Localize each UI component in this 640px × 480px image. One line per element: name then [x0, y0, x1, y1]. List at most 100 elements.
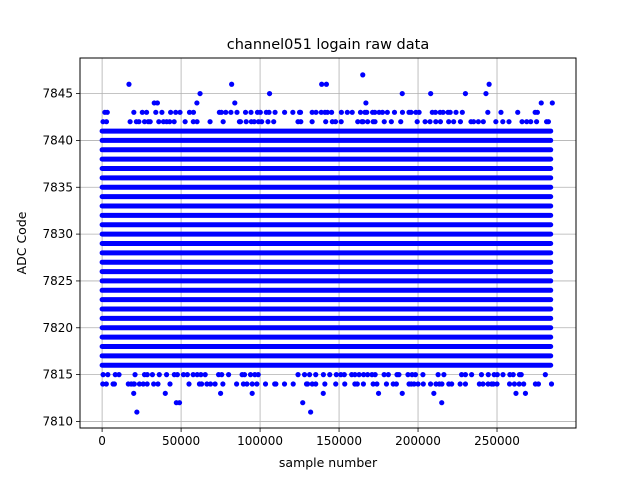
data-point: [131, 390, 137, 396]
data-point: [306, 372, 313, 378]
data-point: [453, 109, 459, 115]
data-point: [414, 119, 420, 125]
y-tick-label: 7830: [42, 227, 73, 241]
data-point: [528, 119, 534, 125]
data-point: [510, 372, 516, 378]
data-point: [149, 372, 156, 378]
data-point: [420, 372, 426, 378]
data-point: [490, 381, 496, 387]
data-point: [290, 109, 296, 115]
data-point: [533, 119, 540, 125]
data-point: [139, 109, 145, 115]
data-point: [186, 109, 193, 115]
data-point: [483, 90, 489, 97]
data-point: [273, 381, 279, 387]
y-tick-label: 7840: [42, 133, 73, 147]
data-point: [338, 109, 344, 115]
data-point: [225, 372, 232, 378]
data-point: [198, 372, 204, 378]
x-tick-label: 200000: [395, 434, 441, 448]
data-point: [249, 390, 255, 396]
data-point: [388, 119, 394, 125]
data-point: [136, 381, 143, 387]
data-point: [127, 119, 133, 125]
data-point: [363, 100, 369, 106]
data-point: [132, 372, 138, 378]
data-point: [451, 119, 457, 125]
data-point: [458, 372, 465, 378]
data-point: [156, 372, 162, 378]
data-point: [524, 119, 530, 125]
data-point: [177, 109, 183, 115]
data-point: [126, 81, 132, 87]
data-point: [155, 381, 161, 387]
data-point: [266, 90, 273, 97]
data-point: [437, 119, 444, 125]
data-point: [420, 381, 426, 387]
data-point: [141, 119, 148, 125]
data-point: [518, 372, 524, 378]
data-point: [290, 381, 296, 387]
data-point: [385, 372, 391, 378]
data-point: [218, 109, 225, 115]
data-point: [522, 390, 529, 396]
data-point: [104, 109, 110, 115]
data-point: [398, 119, 404, 125]
data-point: [549, 100, 555, 106]
data-point: [446, 119, 452, 125]
data-point: [167, 119, 173, 125]
data-point: [370, 381, 376, 387]
data-point: [513, 390, 519, 396]
data-point: [131, 381, 137, 387]
data-point: [300, 400, 306, 406]
data-point: [383, 381, 390, 387]
data-point: [342, 381, 348, 387]
data-point: [428, 90, 434, 97]
data-point: [519, 119, 525, 125]
data-point: [232, 100, 238, 106]
data-point: [116, 372, 122, 378]
data-point: [136, 119, 142, 125]
data-point: [399, 90, 405, 97]
data-point: [173, 400, 179, 406]
data-point: [220, 119, 226, 125]
data-point: [372, 109, 378, 115]
data-point: [313, 381, 319, 387]
data-point: [234, 109, 240, 115]
data-point: [486, 81, 492, 87]
data-points: [99, 72, 555, 415]
data-point: [344, 109, 350, 115]
data-point: [251, 119, 257, 125]
data-point: [167, 381, 173, 387]
data-point: [360, 119, 366, 125]
data-point: [506, 381, 513, 387]
data-point: [427, 381, 434, 387]
data-point: [320, 372, 326, 378]
data-point: [156, 119, 162, 125]
data-point: [360, 381, 366, 387]
data-point: [384, 109, 390, 115]
data-point: [190, 372, 196, 378]
data-point: [266, 109, 272, 115]
data-point: [506, 119, 512, 125]
data-point: [415, 381, 421, 387]
data-point: [105, 372, 111, 378]
data-point: [365, 119, 371, 125]
data-point: [308, 409, 314, 415]
y-tick-label: 7810: [42, 414, 73, 428]
data-point: [352, 381, 358, 387]
data-point: [184, 372, 190, 378]
data-point: [257, 109, 263, 115]
data-point: [151, 100, 157, 106]
data-point: [485, 109, 491, 115]
data-point: [399, 390, 405, 396]
data-point: [194, 119, 200, 125]
data-point: [255, 372, 261, 378]
data-point: [548, 381, 555, 387]
data-point: [457, 381, 463, 387]
data-point: [151, 381, 157, 387]
data-point: [360, 72, 366, 78]
data-point: [393, 381, 399, 387]
data-point: [364, 109, 370, 115]
